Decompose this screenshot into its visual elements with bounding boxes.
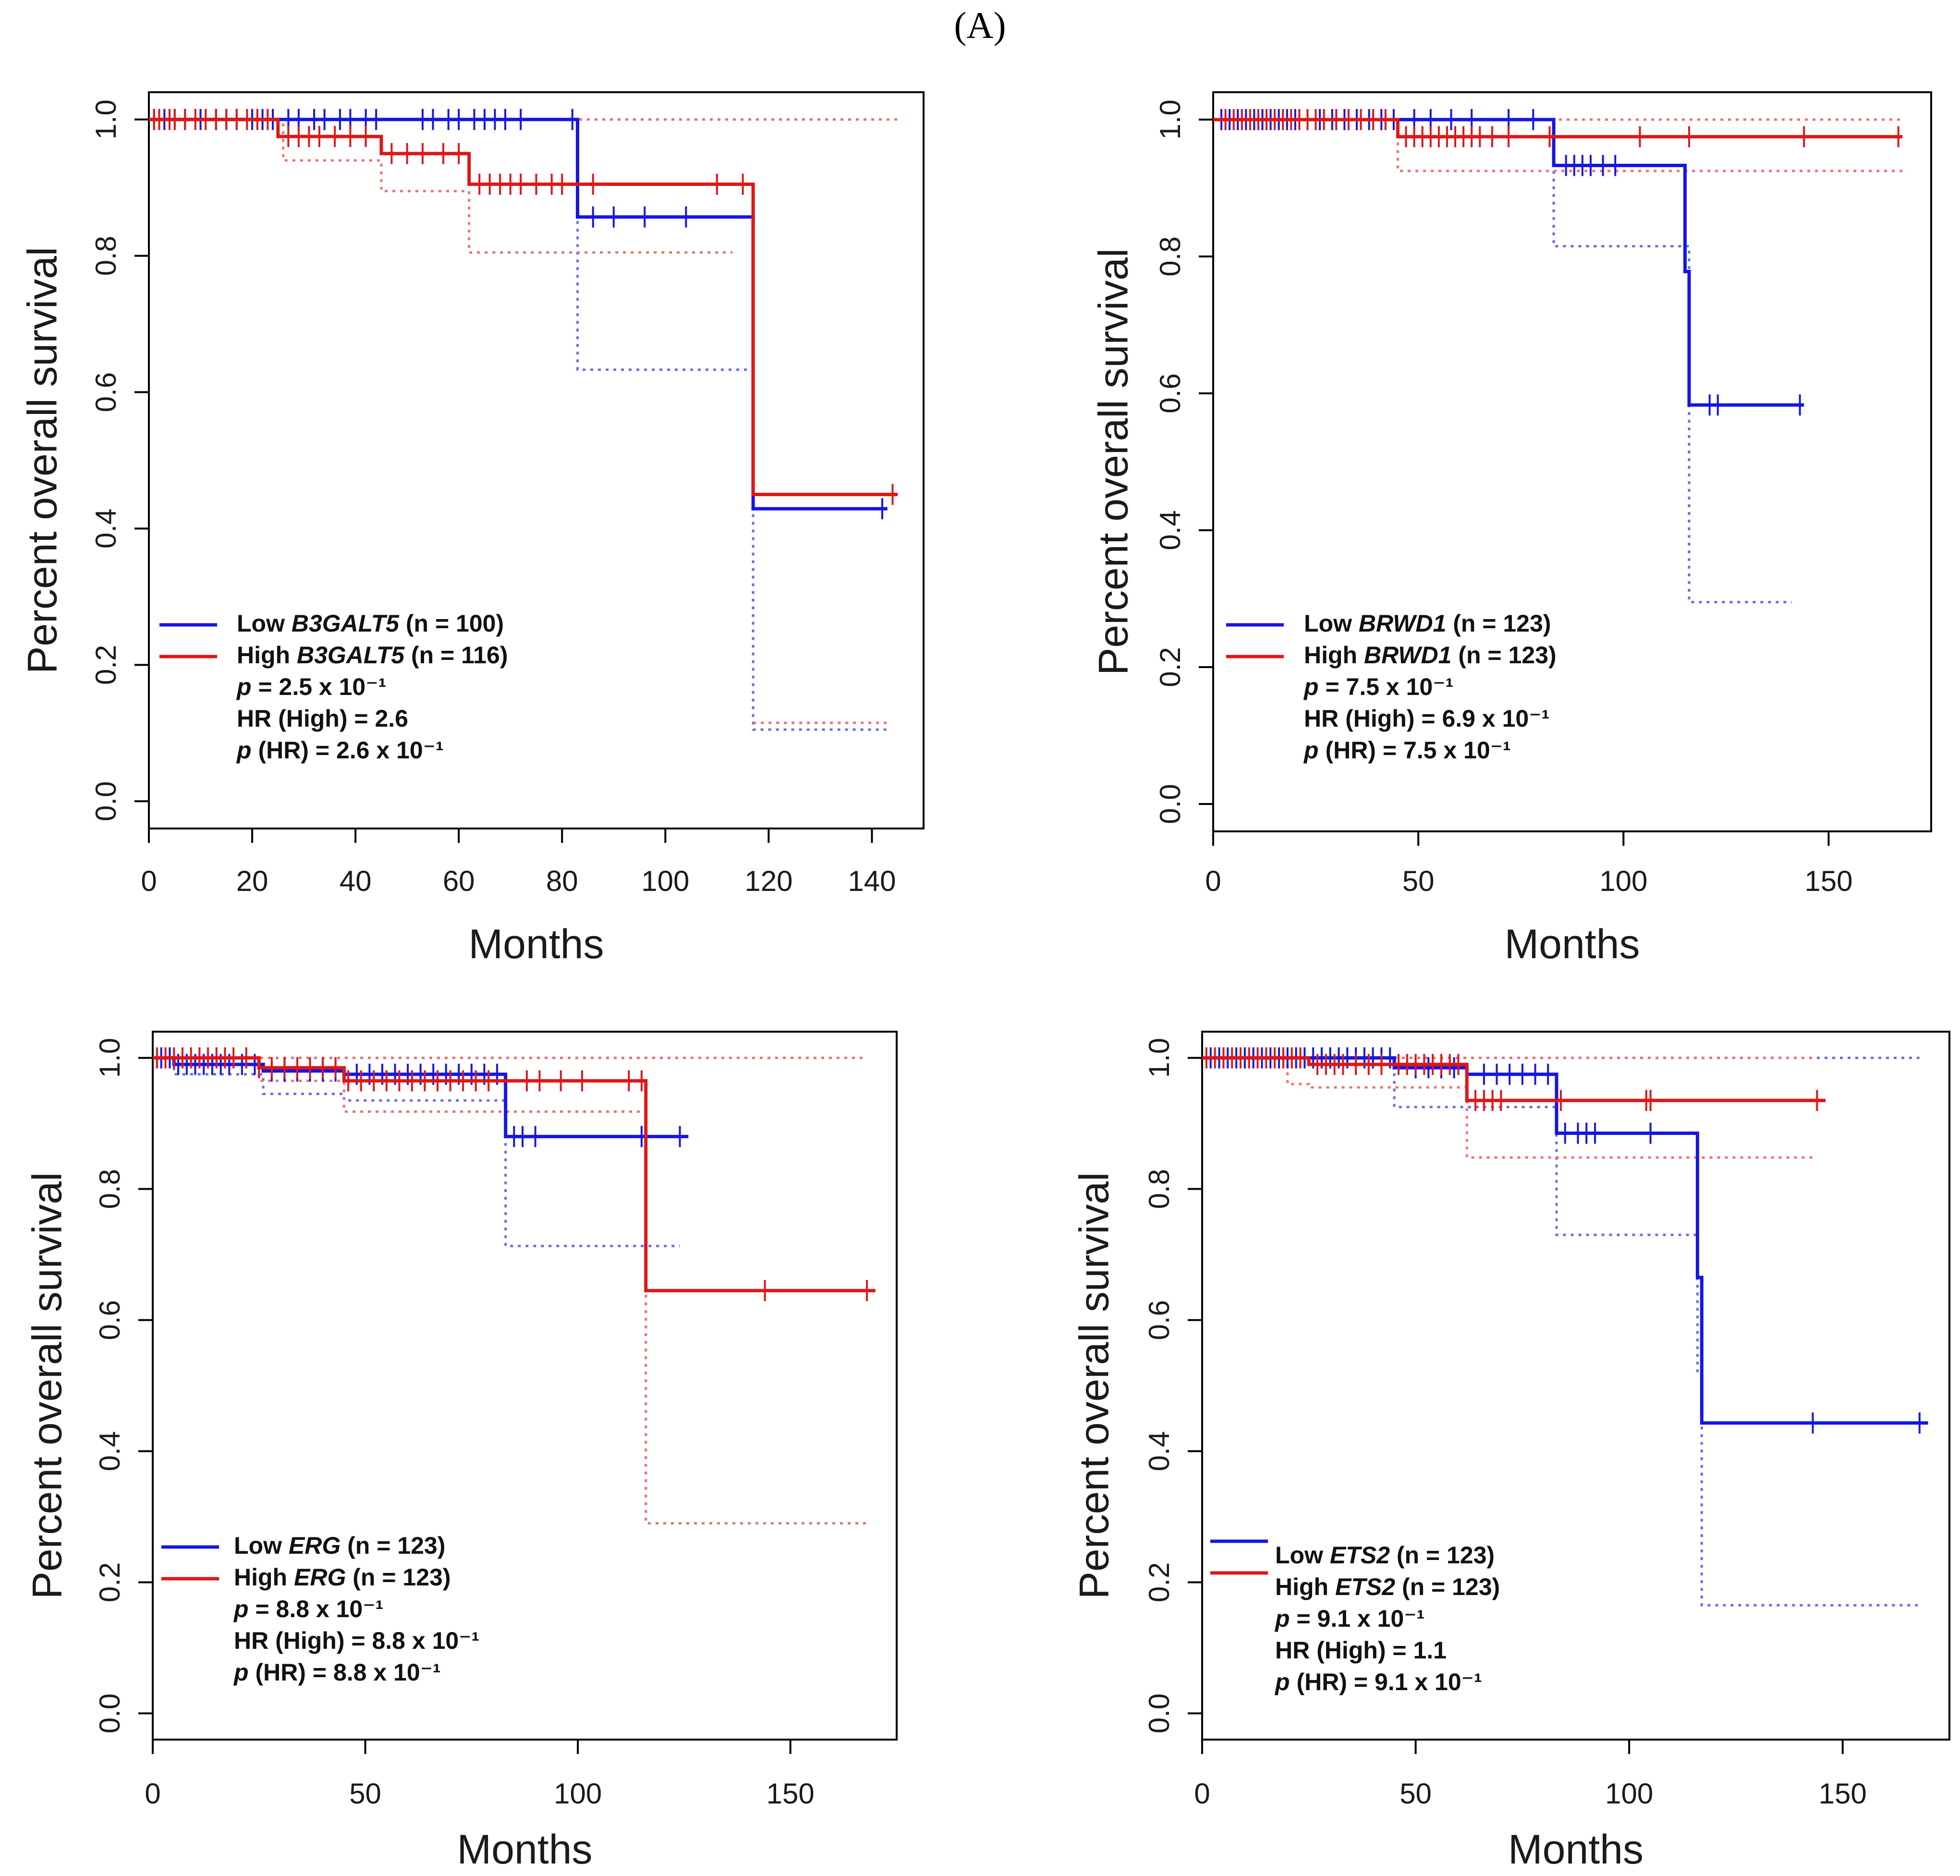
legend-entry-low: Low B3GALT5 (n = 100): [237, 610, 504, 637]
legend: Low B3GALT5 (n = 100) High B3GALT5 (n = 1…: [159, 610, 508, 764]
x-tick-label: 100: [1599, 865, 1647, 897]
x-tick-label: 0: [1194, 1778, 1210, 1810]
legend: Low ERG (n = 123) High ERG (n = 123) p = 8…: [161, 1532, 479, 1686]
y-axis-title: Percent overall survival: [20, 247, 66, 674]
survival-curve-high: [149, 118, 898, 496]
legend-entry-p-hr: p (HR) = 7.5 x 10⁻¹: [1303, 737, 1511, 764]
x-axis-title: Months: [1504, 921, 1640, 967]
plot-frame: [148, 91, 925, 829]
y-tick-label: 0.4: [1154, 510, 1186, 550]
y-tick-label: 1.0: [90, 99, 122, 139]
y-tick-label: 0.0: [1143, 1693, 1175, 1733]
survival-plot-ets2: 0 50 100 150 0.0 0.2 0.4 0.6 0.8 1.0 Months Percent…: [1071, 1031, 1950, 1873]
survival-curve-low-ci-lower: [153, 1057, 680, 1247]
y-tick-label: 0.6: [1154, 373, 1186, 413]
survival-curve-low: [149, 118, 888, 511]
x-tick-label: 150: [1804, 865, 1852, 897]
x-axis-title: Months: [457, 1827, 592, 1873]
legend-entry-p-hr: p (HR) = 2.6 x 10⁻¹: [236, 737, 444, 764]
survival-curve-high: [1213, 118, 1903, 139]
x-tick-label: 150: [1819, 1778, 1867, 1810]
x-tick-label: 100: [641, 865, 689, 897]
legend-entry-hr: HR (High) = 1.1: [1275, 1637, 1447, 1664]
legend-entry-high: High ERG (n = 123): [234, 1564, 450, 1591]
legend-entry-hr: HR (High) = 6.9 x 10⁻¹: [1304, 705, 1549, 732]
survival-plot-b3galt5: 0 20 40 60 80 100 120 140 0.0 0.2 0.4 0.6 0.8 1.0 Mont…: [20, 91, 925, 967]
y-tick-label: 0.2: [90, 645, 122, 685]
x-tick-label: 150: [767, 1778, 815, 1810]
figure-panel-label: (A): [954, 4, 1006, 46]
survival-plot-erg: 0 50 100 150 0.0 0.2 0.4 0.6 0.8 1.0 Months Percent…: [24, 1031, 898, 1873]
x-axis-title: Months: [468, 921, 604, 967]
legend-entry-p: p = 8.8 x 10⁻¹: [233, 1596, 383, 1622]
plot-frame: [1212, 91, 1932, 832]
legend-entry-p: p = 9.1 x 10⁻¹: [1274, 1605, 1424, 1632]
x-tick-label: 50: [1400, 1778, 1432, 1810]
survival-curve-low: [1202, 1056, 1928, 1425]
x-tick-label: 80: [546, 865, 578, 897]
y-tick-label: 0.6: [1143, 1300, 1175, 1340]
y-tick-label: 0.6: [94, 1300, 126, 1340]
x-tick-label: 0: [1205, 865, 1221, 897]
legend: Low ETS2 (n = 123) High ETS2 (n = 123) p =…: [1210, 1539, 1500, 1695]
y-tick-label: 0.8: [94, 1169, 126, 1209]
y-tick-label: 0.4: [1143, 1431, 1175, 1471]
survival-curve-low-ci-lower: [149, 118, 888, 731]
legend: Low BRWD1 (n = 123) High BRWD1 (n = 123) p…: [1226, 610, 1557, 764]
survival-curve-high-ci-lower: [149, 118, 733, 254]
x-tick-label: 140: [848, 865, 896, 897]
y-tick-label: 0.8: [1143, 1169, 1175, 1209]
legend-entry-high: High ETS2 (n = 123): [1275, 1573, 1500, 1600]
y-tick-label: 0.8: [1154, 236, 1186, 276]
y-tick-label: 0.2: [1154, 647, 1186, 687]
legend-entry-p: p = 7.5 x 10⁻¹: [1303, 673, 1453, 700]
legend-entry-p: p = 2.5 x 10⁻¹: [236, 673, 386, 700]
x-tick-label: 60: [443, 865, 475, 897]
survival-plot-brwd1: 0 50 100 150 0.0 0.2 0.4 0.6 0.8 1.0 Months Percent…: [1091, 91, 1932, 967]
y-tick-label: 0.4: [94, 1431, 126, 1471]
y-tick-label: 0.6: [90, 372, 122, 412]
legend-entry-p-hr: p (HR) = 9.1 x 10⁻¹: [1274, 1669, 1482, 1695]
y-tick-label: 0.0: [94, 1693, 126, 1733]
legend-entry-hr: HR (High) = 2.6: [237, 705, 408, 732]
y-tick-label: 1.0: [94, 1038, 126, 1078]
x-tick-label: 100: [1605, 1778, 1653, 1810]
x-axis-title: Months: [1508, 1827, 1643, 1873]
survival-curve-low: [1213, 118, 1804, 407]
y-tick-label: 0.2: [1143, 1562, 1175, 1602]
y-tick-label: 0.4: [90, 509, 122, 548]
x-tick-label: 40: [340, 865, 372, 897]
legend-entry-low: Low ERG (n = 123): [234, 1532, 445, 1559]
plot-frame: [152, 1031, 898, 1741]
plot-frame: [1201, 1031, 1950, 1741]
x-tick-label: 0: [141, 865, 157, 897]
legend-entry-p-hr: p (HR) = 8.8 x 10⁻¹: [233, 1659, 441, 1686]
y-tick-label: 1.0: [1154, 99, 1186, 139]
legend-entry-high: High BRWD1 (n = 123): [1304, 642, 1557, 669]
y-axis-title: Percent overall survival: [1091, 248, 1137, 675]
legend-entry-hr: HR (High) = 8.8 x 10⁻¹: [234, 1627, 479, 1654]
x-tick-label: 0: [145, 1778, 160, 1810]
y-tick-label: 1.0: [1143, 1038, 1175, 1078]
y-axis-title: Percent overall survival: [1071, 1172, 1118, 1599]
survival-curve-high: [153, 1056, 876, 1292]
x-tick-label: 50: [349, 1778, 381, 1810]
y-axis-title: Percent overall survival: [24, 1172, 71, 1599]
legend-entry-low: Low BRWD1 (n = 123): [1304, 610, 1551, 637]
legend-entry-low: Low ETS2 (n = 123): [1275, 1542, 1495, 1569]
y-tick-label: 0.0: [90, 781, 122, 821]
x-tick-label: 100: [554, 1778, 602, 1810]
legend-entry-high: High B3GALT5 (n = 116): [237, 642, 508, 669]
x-tick-label: 50: [1402, 865, 1435, 897]
y-tick-label: 0.0: [1154, 784, 1186, 824]
y-tick-label: 0.2: [94, 1562, 126, 1602]
x-tick-label: 20: [236, 865, 268, 897]
y-tick-label: 0.8: [90, 236, 122, 276]
survival-curve-low-ci-lower: [1202, 1057, 1920, 1607]
survival-curve-low-ci-lower: [1213, 118, 1792, 604]
x-tick-label: 120: [744, 865, 792, 897]
